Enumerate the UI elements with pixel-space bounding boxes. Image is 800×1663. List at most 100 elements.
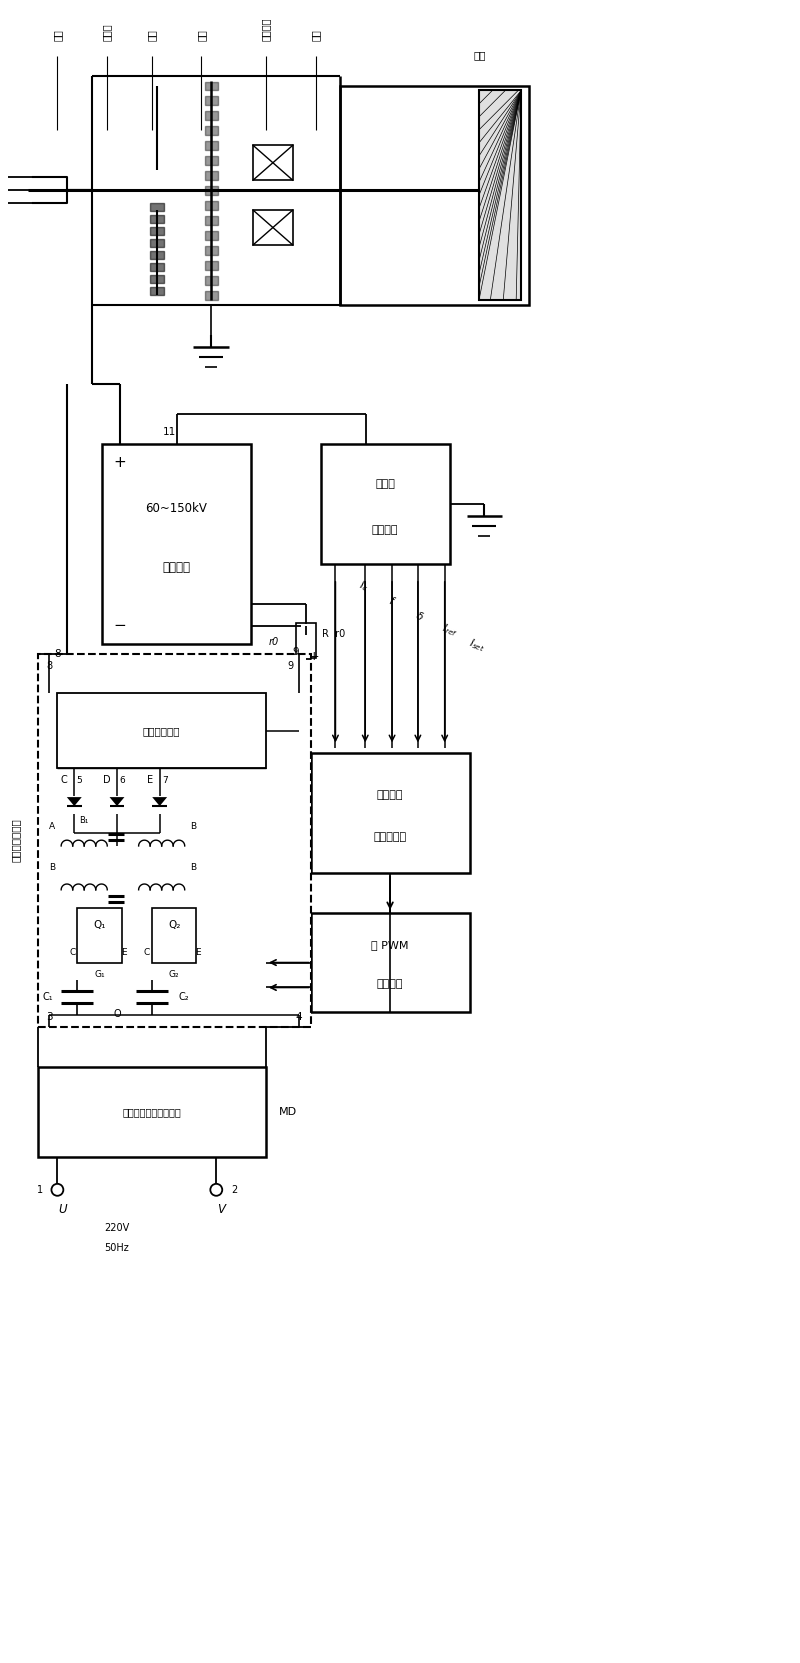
Text: 220V: 220V (104, 1222, 130, 1232)
Text: $I_{set}$: $I_{set}$ (466, 637, 486, 655)
Text: V: V (218, 1204, 226, 1216)
Text: Q₂: Q₂ (168, 920, 180, 930)
Polygon shape (206, 156, 218, 165)
Polygon shape (206, 81, 218, 90)
Polygon shape (206, 201, 218, 210)
Text: 滤波整调电路: 滤波整调电路 (143, 725, 181, 735)
Text: 3: 3 (46, 1013, 53, 1023)
Bar (38, 1068, 266, 1157)
Text: Q₁: Q₁ (94, 920, 106, 930)
Bar (310, 913, 470, 1013)
Text: MD: MD (278, 1108, 297, 1118)
Text: −: − (114, 619, 126, 634)
Bar (479, 90, 521, 299)
Text: 逆变升压主电路: 逆变升压主电路 (10, 818, 21, 863)
Text: U: U (58, 1204, 66, 1216)
Text: $I_c$: $I_c$ (358, 577, 370, 594)
Text: C₂: C₂ (178, 993, 189, 1003)
Text: 5: 5 (76, 775, 82, 785)
Text: 真空: 真空 (310, 28, 321, 40)
Text: E: E (195, 948, 202, 958)
Text: $\delta$: $\delta$ (414, 609, 426, 622)
Polygon shape (206, 141, 218, 150)
Polygon shape (206, 126, 218, 135)
Text: r0: r0 (269, 637, 279, 647)
Polygon shape (206, 96, 218, 105)
Text: C: C (61, 775, 68, 785)
Polygon shape (150, 263, 164, 271)
Bar (38, 654, 310, 1028)
Text: 阳极: 阳极 (196, 28, 206, 40)
Polygon shape (206, 111, 218, 120)
Text: D: D (103, 775, 111, 785)
Text: B: B (190, 822, 197, 830)
Text: 1: 1 (37, 1184, 42, 1194)
Polygon shape (206, 261, 218, 269)
Text: 电子枪: 电子枪 (102, 23, 112, 40)
Bar (296, 624, 315, 659)
Polygon shape (150, 239, 164, 248)
Text: 60~150kV: 60~150kV (146, 502, 207, 514)
Bar (78, 908, 122, 963)
Text: 9: 9 (288, 660, 294, 670)
Polygon shape (150, 251, 164, 259)
Text: 激励电路: 激励电路 (377, 980, 403, 989)
Bar (253, 145, 293, 180)
Bar (341, 85, 529, 304)
Polygon shape (206, 216, 218, 225)
Polygon shape (206, 186, 218, 195)
Polygon shape (110, 797, 125, 807)
Text: 11: 11 (162, 427, 176, 437)
Bar (310, 753, 470, 873)
Polygon shape (206, 231, 218, 239)
Text: +: + (308, 650, 319, 664)
Text: 4: 4 (295, 1013, 302, 1023)
Text: 低压整流滤波变压电路: 低压整流滤波变压电路 (122, 1108, 181, 1118)
Polygon shape (150, 203, 164, 211)
Text: R  r0: R r0 (322, 629, 345, 639)
Text: B: B (190, 863, 197, 873)
Text: +: + (114, 454, 126, 469)
Text: C: C (69, 948, 75, 958)
Polygon shape (150, 286, 164, 294)
Bar (321, 444, 450, 564)
Polygon shape (152, 797, 167, 807)
Text: C: C (144, 948, 150, 958)
Text: $I_{ref}$: $I_{ref}$ (440, 622, 459, 640)
Bar (152, 908, 197, 963)
Text: E: E (146, 775, 153, 785)
Text: 2: 2 (231, 1184, 238, 1194)
Text: A: A (50, 822, 55, 830)
Text: 50Hz: 50Hz (105, 1242, 130, 1252)
Text: G₂: G₂ (169, 970, 179, 980)
Polygon shape (150, 228, 164, 234)
Polygon shape (150, 274, 164, 283)
Text: 第一脉冲: 第一脉冲 (377, 790, 403, 800)
Text: E: E (121, 948, 126, 958)
Text: 第一电: 第一电 (375, 479, 395, 489)
Bar (253, 210, 293, 244)
Text: $f$: $f$ (387, 594, 398, 607)
Text: B₁: B₁ (79, 815, 89, 825)
Text: 流传感器: 流传感器 (372, 526, 398, 535)
Text: G₁: G₁ (94, 970, 105, 980)
Polygon shape (206, 276, 218, 284)
Text: 工件: 工件 (473, 50, 486, 60)
Polygon shape (206, 246, 218, 254)
Text: 6: 6 (119, 775, 125, 785)
Text: B: B (50, 863, 55, 873)
Text: 9: 9 (293, 647, 299, 657)
Bar (58, 693, 266, 768)
Text: 直流电源: 直流电源 (162, 562, 190, 574)
Text: 偏极: 偏极 (146, 28, 157, 40)
Text: 8: 8 (46, 660, 53, 670)
Text: 灯丝: 灯丝 (52, 28, 62, 40)
Text: 7: 7 (162, 775, 167, 785)
Text: 第 PWM: 第 PWM (371, 940, 409, 950)
Polygon shape (150, 215, 164, 223)
Text: 压控制电路: 压控制电路 (374, 832, 406, 841)
Text: C₁: C₁ (42, 993, 53, 1003)
Polygon shape (206, 291, 218, 299)
Bar (102, 444, 251, 644)
Text: 8: 8 (54, 649, 61, 659)
